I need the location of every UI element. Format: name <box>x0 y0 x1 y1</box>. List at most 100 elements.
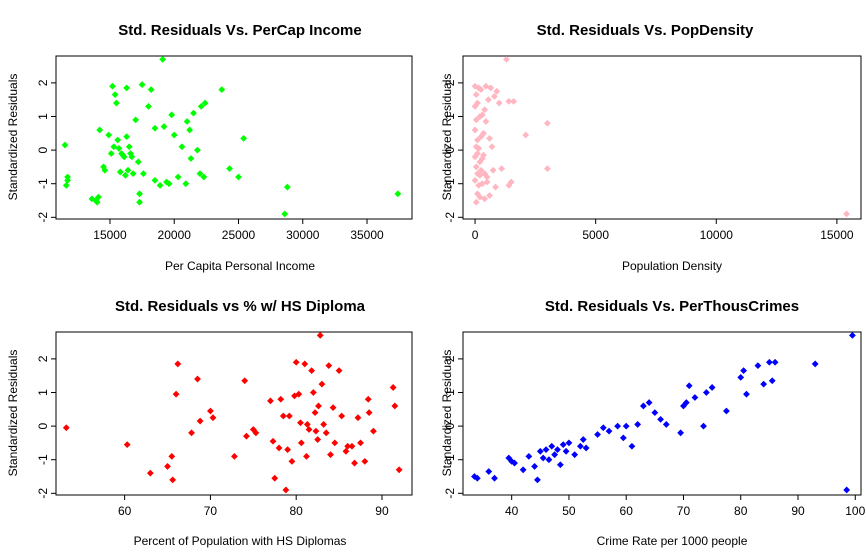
panel3-point <box>194 375 201 383</box>
panel4-point <box>634 421 642 428</box>
panel3-point <box>351 459 358 467</box>
panel1-point <box>62 181 70 189</box>
panel1-point <box>114 136 122 144</box>
panel3-point <box>279 412 287 420</box>
panel2-xtick-label: 0 <box>472 228 479 242</box>
panel4-point <box>708 384 716 391</box>
panel4-point <box>702 389 710 396</box>
panel3-point <box>285 412 293 420</box>
panel2-point <box>471 153 479 161</box>
panel3-xtick-label: 80 <box>290 504 304 518</box>
panel4-point <box>511 459 518 467</box>
panel1-point <box>123 133 131 141</box>
panel3-point <box>207 407 214 415</box>
panel4-ytick-label: 2 <box>443 355 457 362</box>
panel3-point <box>267 397 274 405</box>
panel4-point <box>691 394 699 401</box>
panel1-point <box>136 190 143 198</box>
panel1-point <box>163 178 170 186</box>
panel3-point <box>309 389 317 396</box>
panel3-ylabel: Standardized Residuals <box>6 350 20 477</box>
panel2-point <box>486 134 493 142</box>
panel1-point <box>178 143 186 151</box>
panel3-point <box>318 380 326 388</box>
panel2-points <box>471 55 850 218</box>
panel1-point <box>125 143 133 151</box>
panel4-points <box>471 331 856 494</box>
panel4-point <box>740 367 748 375</box>
panel4-xtick-label: 50 <box>562 504 576 518</box>
panel4-point <box>605 427 613 435</box>
panel4-xtick-label: 60 <box>620 504 634 518</box>
panel3-point <box>303 452 310 460</box>
panel2-axes: 0 5000 10000 15000 -2 -1 0 1 2 <box>443 79 854 242</box>
panel1-point <box>88 195 96 203</box>
panel4-point <box>628 442 636 450</box>
panel1-point <box>182 180 190 188</box>
panel4-point <box>760 380 768 388</box>
panel1-plot-frame <box>55 55 413 220</box>
panel2-point <box>510 97 518 105</box>
panel1-point <box>136 198 143 206</box>
panel3-xtick-label: 90 <box>375 504 389 518</box>
panel2-plot-frame <box>462 55 862 220</box>
panel1-point <box>95 193 102 201</box>
panel1-point <box>64 176 71 184</box>
panel4-point <box>849 331 856 339</box>
panel3-point <box>365 409 373 417</box>
panel2-point <box>472 116 480 124</box>
panel4-xtick-label: 100 <box>845 504 865 518</box>
panel1-point <box>113 99 120 107</box>
panel1-point <box>101 166 109 174</box>
panel2-xtick-label: 15000 <box>820 228 854 242</box>
panel3-point <box>305 426 313 433</box>
panel1-ylabel: Standardized Residuals <box>6 74 20 201</box>
panel4-point <box>768 377 776 385</box>
panel1-point <box>115 145 123 152</box>
panel4-axes: 40 50 60 70 80 90 100 -2 -1 0 1 2 <box>443 355 866 518</box>
panel1-title: Std. Residuals Vs. PerCap Income <box>118 22 361 39</box>
panel1-point <box>159 55 167 63</box>
panel4-point <box>765 358 773 366</box>
panel1-point <box>160 123 168 130</box>
panel3-point <box>316 331 324 339</box>
panel1-point <box>122 171 129 179</box>
panel1-point <box>235 173 242 181</box>
panel2-point <box>477 86 485 94</box>
panel4-point <box>565 439 573 447</box>
panel2-title: Std. Residuals Vs. PopDensity <box>537 22 754 39</box>
panel4-ytick-label: -1 <box>443 454 457 465</box>
panel2-point <box>475 145 483 152</box>
panel2-xtick-label: 5000 <box>582 228 609 242</box>
panel3-point <box>344 442 352 450</box>
panel1-point <box>190 109 197 117</box>
panel2-point <box>490 92 498 100</box>
panel2-point <box>474 190 481 198</box>
panel1-point <box>111 91 119 99</box>
panel2-point <box>480 129 487 137</box>
panel3-point <box>329 404 337 412</box>
panel3-point <box>301 360 309 368</box>
panel3-point <box>188 429 195 437</box>
panel1-point <box>168 111 176 119</box>
panel1-point <box>128 153 136 161</box>
panel2-point <box>492 183 499 191</box>
panel3-point <box>369 427 377 435</box>
panel2-point <box>471 176 479 184</box>
panel3-point <box>168 452 176 460</box>
panel4-point <box>754 362 762 370</box>
panel2-point <box>493 87 501 95</box>
panel3-point <box>291 392 298 400</box>
panel3-point <box>364 395 372 403</box>
panel1-ytick-label: -1 <box>36 178 50 189</box>
panel4-point <box>576 442 584 450</box>
panel4-plot-frame <box>462 331 862 496</box>
panel1-xtick-label: 25000 <box>222 228 256 242</box>
panel-hs-diploma: Std. Residuals vs % w/ HS Diploma Percen… <box>6 298 413 548</box>
panel4-point <box>657 415 664 423</box>
panel2-point <box>474 99 481 107</box>
panel2-point <box>544 119 551 127</box>
panel2-point <box>474 136 481 144</box>
panel3-point <box>292 358 300 366</box>
panel3-point <box>277 395 285 403</box>
